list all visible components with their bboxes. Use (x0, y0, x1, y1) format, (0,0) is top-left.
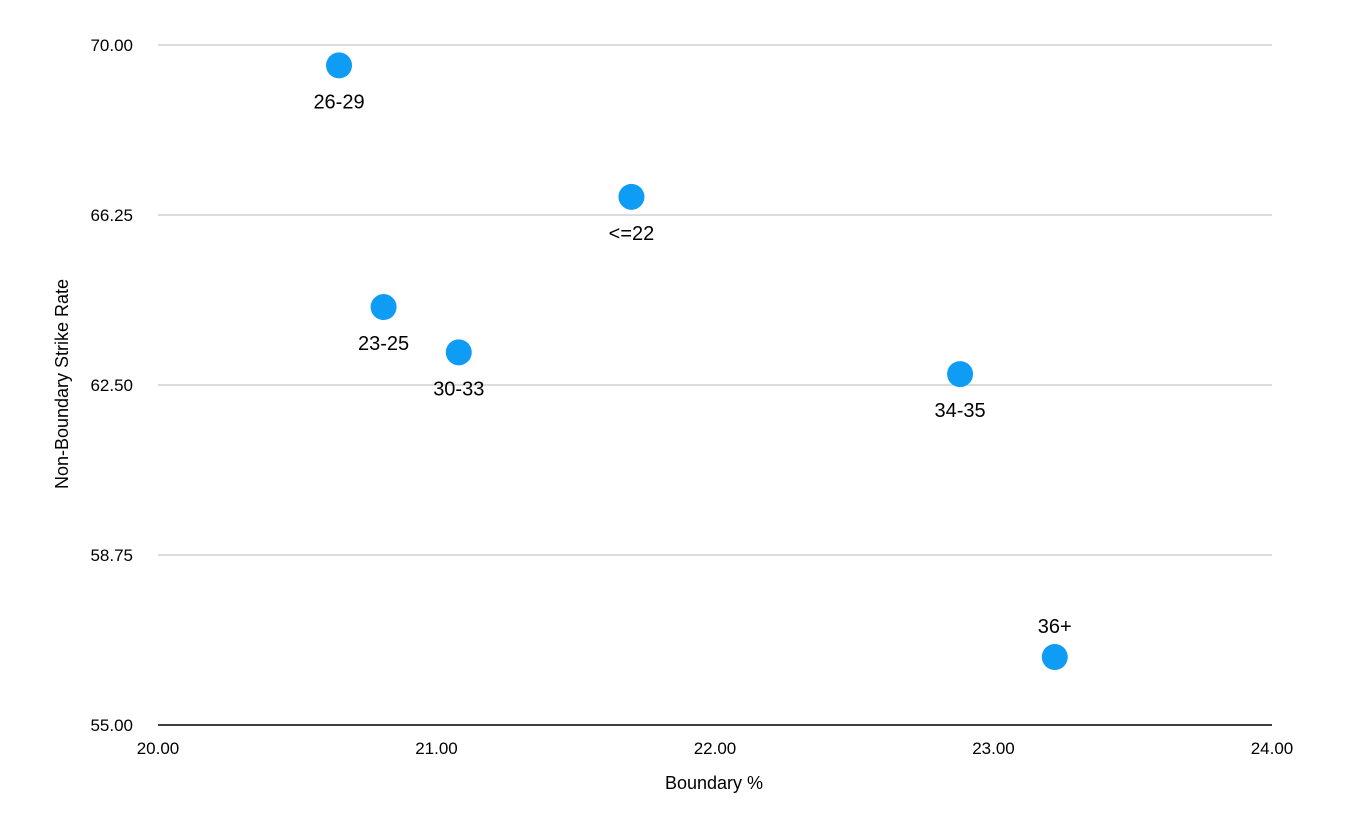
data-point (326, 52, 353, 79)
data-point-label: 30-33 (433, 378, 484, 400)
data-points: 26-29 <=22 23-25 30-33 34-35 36+ (313, 52, 1072, 670)
data-point-label: 23-25 (358, 333, 409, 355)
data-point-label: 26-29 (313, 91, 364, 113)
y-tick-label: 70.00 (90, 36, 133, 55)
x-tick-label: 22.00 (694, 739, 737, 758)
x-axis-title: Boundary % (665, 773, 763, 793)
x-tick-label: 23.00 (972, 739, 1015, 758)
y-tick-label: 58.75 (90, 546, 133, 565)
y-tick-label: 62.50 (90, 376, 133, 395)
y-axis-title: Non-Boundary Strike Rate (52, 279, 72, 489)
data-point-label: 34-35 (935, 400, 986, 422)
data-point (618, 183, 645, 210)
data-point-label: 36+ (1038, 616, 1072, 638)
x-tick-label: 21.00 (415, 739, 458, 758)
x-axis-tick-labels: 20.00 21.00 22.00 23.00 24.00 (137, 739, 1294, 758)
data-point (947, 361, 974, 388)
x-tick-label: 24.00 (1251, 739, 1294, 758)
x-tick-label: 20.00 (137, 739, 180, 758)
data-point (1041, 644, 1068, 670)
data-point (370, 294, 397, 321)
data-point-label: <=22 (609, 223, 655, 245)
gridlines (158, 44, 1272, 556)
data-point (445, 339, 472, 366)
y-tick-label: 55.00 (90, 716, 133, 735)
y-tick-label: 66.25 (90, 206, 133, 225)
y-axis-tick-labels: 55.00 58.75 62.50 66.25 70.00 (90, 36, 133, 735)
